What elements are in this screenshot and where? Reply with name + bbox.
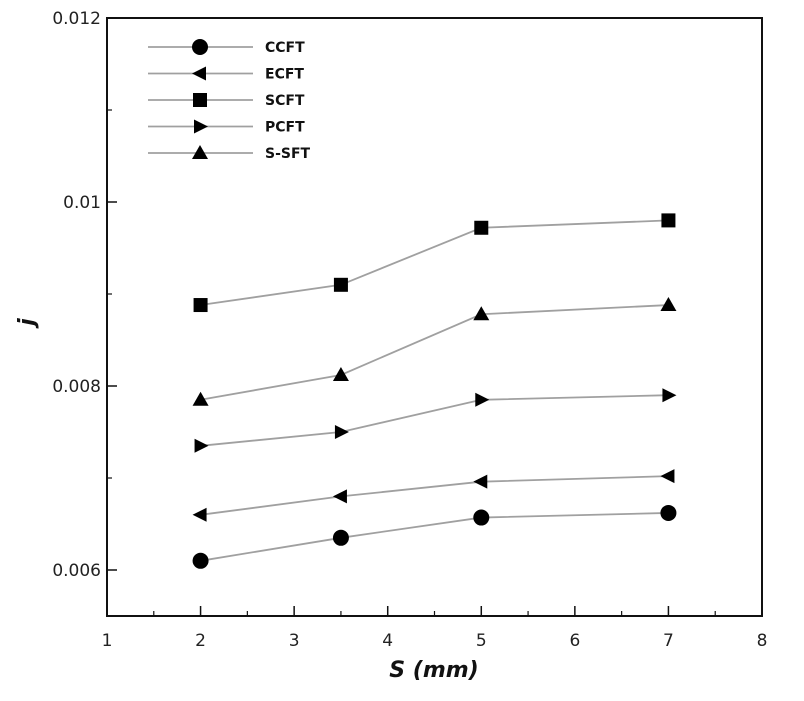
- y-tick-label: 0.008: [52, 377, 101, 397]
- x-tick-label: 4: [382, 631, 393, 651]
- series-line-scft: [200, 219, 669, 306]
- plot-frame: [106, 17, 763, 617]
- data-point-pcft: [194, 438, 209, 453]
- y-tick-label: 0.006: [52, 561, 101, 581]
- data-point-s-sft: [660, 297, 677, 312]
- x-tick-label: 3: [289, 631, 300, 651]
- legend-label-s-sft: S-SFT: [265, 146, 311, 162]
- legend-marker-ccft: [192, 39, 208, 55]
- data-point-pcft: [334, 425, 349, 439]
- data-point-s-sft: [192, 391, 209, 406]
- x-tick-label: 2: [195, 631, 206, 651]
- legend-marker-pcft: [194, 119, 208, 134]
- y-axis: 0.006 0.008 0.01 0.012: [52, 9, 117, 581]
- legend-label-pcft: PCFT: [265, 120, 305, 136]
- data-point-pcft: [475, 392, 490, 407]
- data-point-scft: [193, 298, 208, 313]
- series-line-pcft: [200, 394, 669, 447]
- y-axis-title: j: [15, 318, 40, 329]
- data-point-ccft: [660, 504, 677, 521]
- legend-label-scft: SCFT: [265, 93, 305, 109]
- data-point-s-sft: [332, 366, 349, 381]
- data-point-scft: [474, 220, 489, 235]
- data-point-ecft: [473, 474, 488, 489]
- data-point-ccft: [473, 509, 490, 526]
- x-tick-label: 8: [757, 631, 768, 651]
- data-point-ecft: [660, 469, 675, 484]
- data-point-pcft: [662, 388, 677, 403]
- data-point-ecft: [332, 489, 347, 504]
- legend-marker-ecft: [192, 66, 206, 81]
- data-point-scft: [333, 277, 348, 292]
- series-line-ecft: [200, 475, 669, 516]
- x-axis: 1 2 3 4 5 6 7 8: [102, 606, 768, 651]
- series-markers: [192, 213, 677, 569]
- legend-marker-s-sft: [192, 145, 208, 159]
- legend: CCFT ECFT SCFT PCFT S-SFT: [148, 39, 311, 162]
- x-tick-label: 5: [476, 631, 487, 651]
- legend-marker-scft: [193, 93, 207, 107]
- y-tick-label: 0.012: [52, 9, 101, 29]
- data-point-ecft: [192, 507, 207, 522]
- series-lines: [200, 219, 669, 562]
- data-point-ccft: [332, 529, 349, 546]
- legend-label-ccft: CCFT: [265, 40, 305, 56]
- x-tick-label: 1: [102, 631, 113, 651]
- data-point-ccft: [192, 552, 209, 569]
- data-point-scft: [661, 213, 676, 228]
- legend-label-ecft: ECFT: [265, 67, 304, 83]
- series-line-ccft: [200, 512, 669, 562]
- data-point-s-sft: [473, 306, 490, 321]
- series-line-s-sft: [200, 304, 669, 401]
- x-axis-title: S (mm): [389, 658, 478, 683]
- x-tick-label: 6: [569, 631, 580, 651]
- x-tick-label: 7: [663, 631, 674, 651]
- y-tick-label: 0.01: [63, 193, 101, 213]
